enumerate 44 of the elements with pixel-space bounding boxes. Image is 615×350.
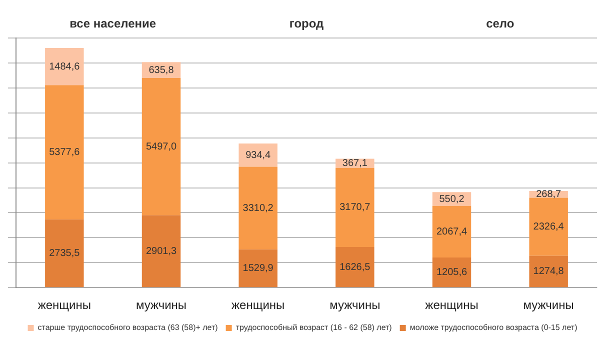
- x-tick-label: мужчины: [330, 298, 380, 312]
- data-label: 367,1: [342, 158, 368, 170]
- bar: [142, 215, 181, 288]
- data-label: 1626,5: [340, 262, 371, 273]
- data-label: 2067,4: [436, 226, 468, 238]
- data-label: 1484,6: [49, 61, 80, 72]
- legend-label: старше трудоспособного возраста (63 (58)+ лет): [38, 323, 218, 332]
- text: село: [486, 16, 514, 30]
- data-label: 5497,0: [146, 141, 177, 152]
- data-label: 2326,4: [533, 222, 564, 232]
- data-label: 1205,6: [436, 267, 468, 278]
- data-label: 2901,3: [146, 246, 177, 257]
- data-label: 934,4: [246, 150, 272, 161]
- bar: [238, 166, 278, 250]
- data-label: 635,8: [148, 64, 174, 76]
- data-label: 268,7: [536, 189, 562, 200]
- data-label: 5377,6: [49, 146, 80, 158]
- bar: [432, 258, 472, 288]
- x-tick-label: женщины: [425, 298, 478, 312]
- data-label: 1529,9: [242, 263, 274, 274]
- text: город: [289, 16, 324, 30]
- bar: [432, 206, 472, 258]
- bar: [336, 247, 374, 288]
- x-tick-label: мужчины: [523, 298, 574, 312]
- data-label: 3170,7: [340, 202, 371, 214]
- bar: [142, 78, 181, 216]
- data-label: 1274,8: [533, 266, 564, 278]
- bar: [238, 143, 278, 167]
- bar: [45, 219, 84, 288]
- data-label: 3310,2: [242, 202, 274, 214]
- bar: [45, 48, 84, 86]
- x-tick-label: мужчины: [136, 298, 187, 312]
- legend-label: трудоспособный возраст (16 - 62 (58) лет): [236, 323, 392, 332]
- text: все население: [70, 16, 156, 30]
- x-tick-label: женщины: [38, 298, 91, 312]
- data-label: 550,2: [439, 194, 465, 205]
- data-label: 2735,5: [49, 248, 80, 259]
- legend-label: моложе трудоспособного возраста (0-15 лет): [410, 323, 578, 332]
- bar: [336, 168, 374, 248]
- bar: [238, 249, 278, 288]
- bar: [45, 85, 84, 220]
- bar: [529, 256, 568, 288]
- x-tick-label: женщины: [232, 298, 285, 312]
- bar: [529, 198, 568, 256]
